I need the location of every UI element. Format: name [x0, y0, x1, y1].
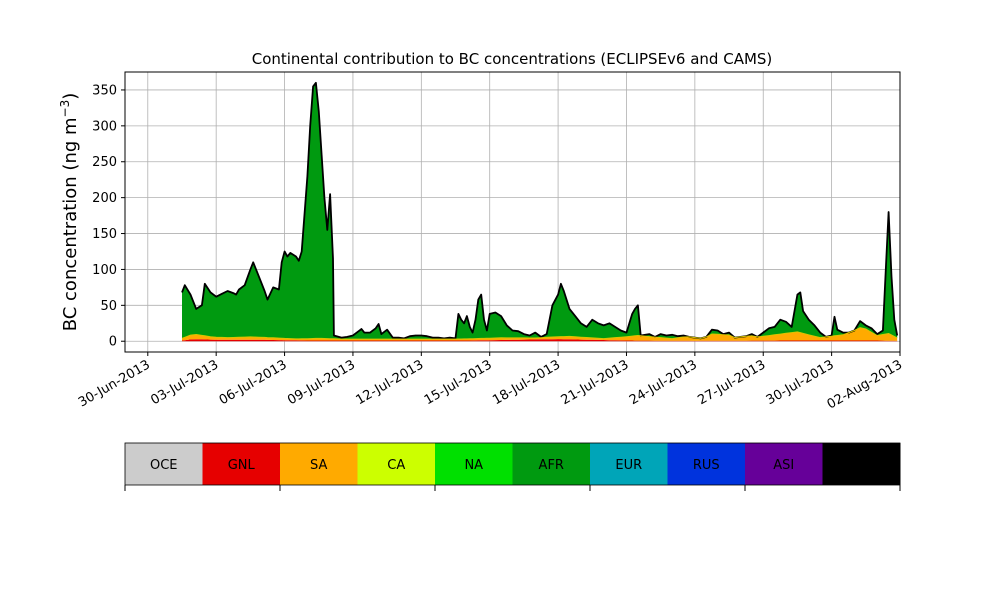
- legend-label-oce: OCE: [150, 458, 178, 473]
- y-axis-label-main: BC concentration (ng m: [60, 117, 81, 331]
- legend-label-eur: EUR: [615, 458, 642, 473]
- legend-swatch-rus: [667, 443, 746, 485]
- y-tick-label: 0: [109, 335, 117, 350]
- x-tick-label: 15-Jul-2013: [422, 357, 495, 408]
- x-axis-ticks: 30-Jun-201303-Jul-201306-Jul-201309-Jul-…: [76, 352, 905, 413]
- legend-label-asi: ASI: [773, 458, 794, 473]
- legend-swatch-oce: [125, 443, 203, 485]
- source-region-colorbar: OCE GNL SA CA NA AFR EUR RUS ASI AUS: [124, 442, 901, 491]
- y-tick-label: 250: [92, 155, 117, 170]
- legend-swatch-eur: [590, 443, 668, 485]
- chart-title: Continental contribution to BC concentra…: [252, 50, 773, 68]
- legend-label-gnl: GNL: [228, 458, 256, 473]
- x-tick-label: 12-Jul-2013: [354, 357, 427, 408]
- y-tick-label: 300: [92, 119, 117, 134]
- grid-lines: [125, 72, 901, 352]
- afr-area: [182, 82, 898, 340]
- legend-swatch-afr: [512, 443, 591, 485]
- y-axis-ticks: 0 50 100 150 200 250 300 350: [92, 83, 125, 350]
- legend-label-aus: AUS: [848, 458, 875, 473]
- sa-top-line: [181, 327, 898, 340]
- x-tick-label: 03-Jul-2013: [148, 357, 221, 408]
- legend-label-na: NA: [464, 458, 483, 473]
- legend-swatch-na: [435, 443, 513, 485]
- stacked-areas: [181, 81, 899, 342]
- x-tick-label: 21-Jul-2013: [559, 357, 632, 408]
- x-tick-label: 24-Jul-2013: [627, 357, 700, 408]
- legend-swatch-sa: [280, 443, 358, 485]
- legend-label-ca: CA: [387, 458, 405, 473]
- y-tick-label: 350: [92, 83, 117, 98]
- y-tick-label: 200: [92, 191, 117, 206]
- x-tick-label: 18-Jul-2013: [490, 357, 563, 408]
- legend-swatch-gnl: [202, 443, 281, 485]
- y-axis-label: BC concentration (ng m−3): [58, 93, 81, 332]
- y-tick-label: 100: [92, 263, 117, 278]
- y-axis-label-close: ): [60, 93, 81, 100]
- legend-swatch-aus: [822, 443, 901, 485]
- legend-swatch-ca: [357, 443, 436, 485]
- legend-swatch-asi: [745, 443, 823, 485]
- legend-label-afr: AFR: [539, 458, 564, 473]
- colorbar-frame: [124, 442, 901, 486]
- legend-label-rus: RUS: [693, 458, 720, 473]
- y-tick-label: 150: [92, 227, 117, 242]
- sa-area: [182, 327, 898, 341]
- x-tick-label: 27-Jul-2013: [695, 357, 768, 408]
- y-axis-label-superscript: −3: [58, 100, 72, 118]
- plot-frame: [124, 71, 901, 353]
- x-tick-label: 06-Jul-2013: [217, 357, 290, 408]
- legend-label-sa: SA: [310, 458, 327, 473]
- x-tick-label: 09-Jul-2013: [285, 357, 358, 408]
- y-tick-label: 50: [100, 299, 117, 314]
- gnl-area: [182, 339, 898, 342]
- x-tick-label: 02-Aug-2013: [825, 357, 905, 412]
- x-tick-label: 30-Jun-2013: [76, 357, 153, 410]
- total-line: [181, 81, 899, 340]
